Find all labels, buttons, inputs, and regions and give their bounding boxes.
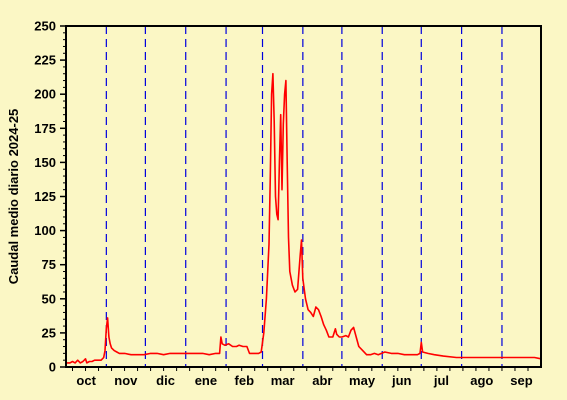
x-tick-label: sep <box>510 373 532 388</box>
series-layer <box>66 72 542 364</box>
x-tick-label: nov <box>114 373 138 388</box>
x-tick-label: dic <box>156 373 175 388</box>
x-tick-label: abr <box>312 373 332 388</box>
x-tick-label: jul <box>433 373 449 388</box>
y-tick-label: 75 <box>42 257 56 272</box>
y-tick-label: 150 <box>34 155 56 170</box>
plot-frame <box>65 25 542 368</box>
y-axis-title: Caudal medio diario 2024-25 <box>6 109 21 285</box>
x-tick-label: feb <box>235 373 255 388</box>
y-tick-label: 0 <box>49 360 56 375</box>
y-tick-label: 125 <box>34 189 56 204</box>
flow-series-line <box>66 72 542 364</box>
y-tick-label: 25 <box>42 325 56 340</box>
y-tick-label: 200 <box>34 87 56 102</box>
month-divider-grid <box>105 26 503 367</box>
y-tick-label: 175 <box>34 121 56 136</box>
x-tick-label: jun <box>391 373 412 388</box>
y-tick-label: 225 <box>34 53 56 68</box>
x-tick-label: mar <box>271 373 295 388</box>
x-tick-label: ago <box>470 373 493 388</box>
y-tick-label: 100 <box>34 223 56 238</box>
x-tick-label: ene <box>195 373 217 388</box>
y-tick-label: 250 <box>34 19 56 34</box>
x-axis: oct nov dic ene feb mar abr may jun jul ago sep <box>72 367 533 388</box>
x-tick-label: may <box>349 373 376 388</box>
y-tick-label: 50 <box>42 291 56 306</box>
y-axis: 0 25 50 75 100 125 150 175 200 225 250 <box>34 19 66 375</box>
x-tick-label: oct <box>76 373 96 388</box>
